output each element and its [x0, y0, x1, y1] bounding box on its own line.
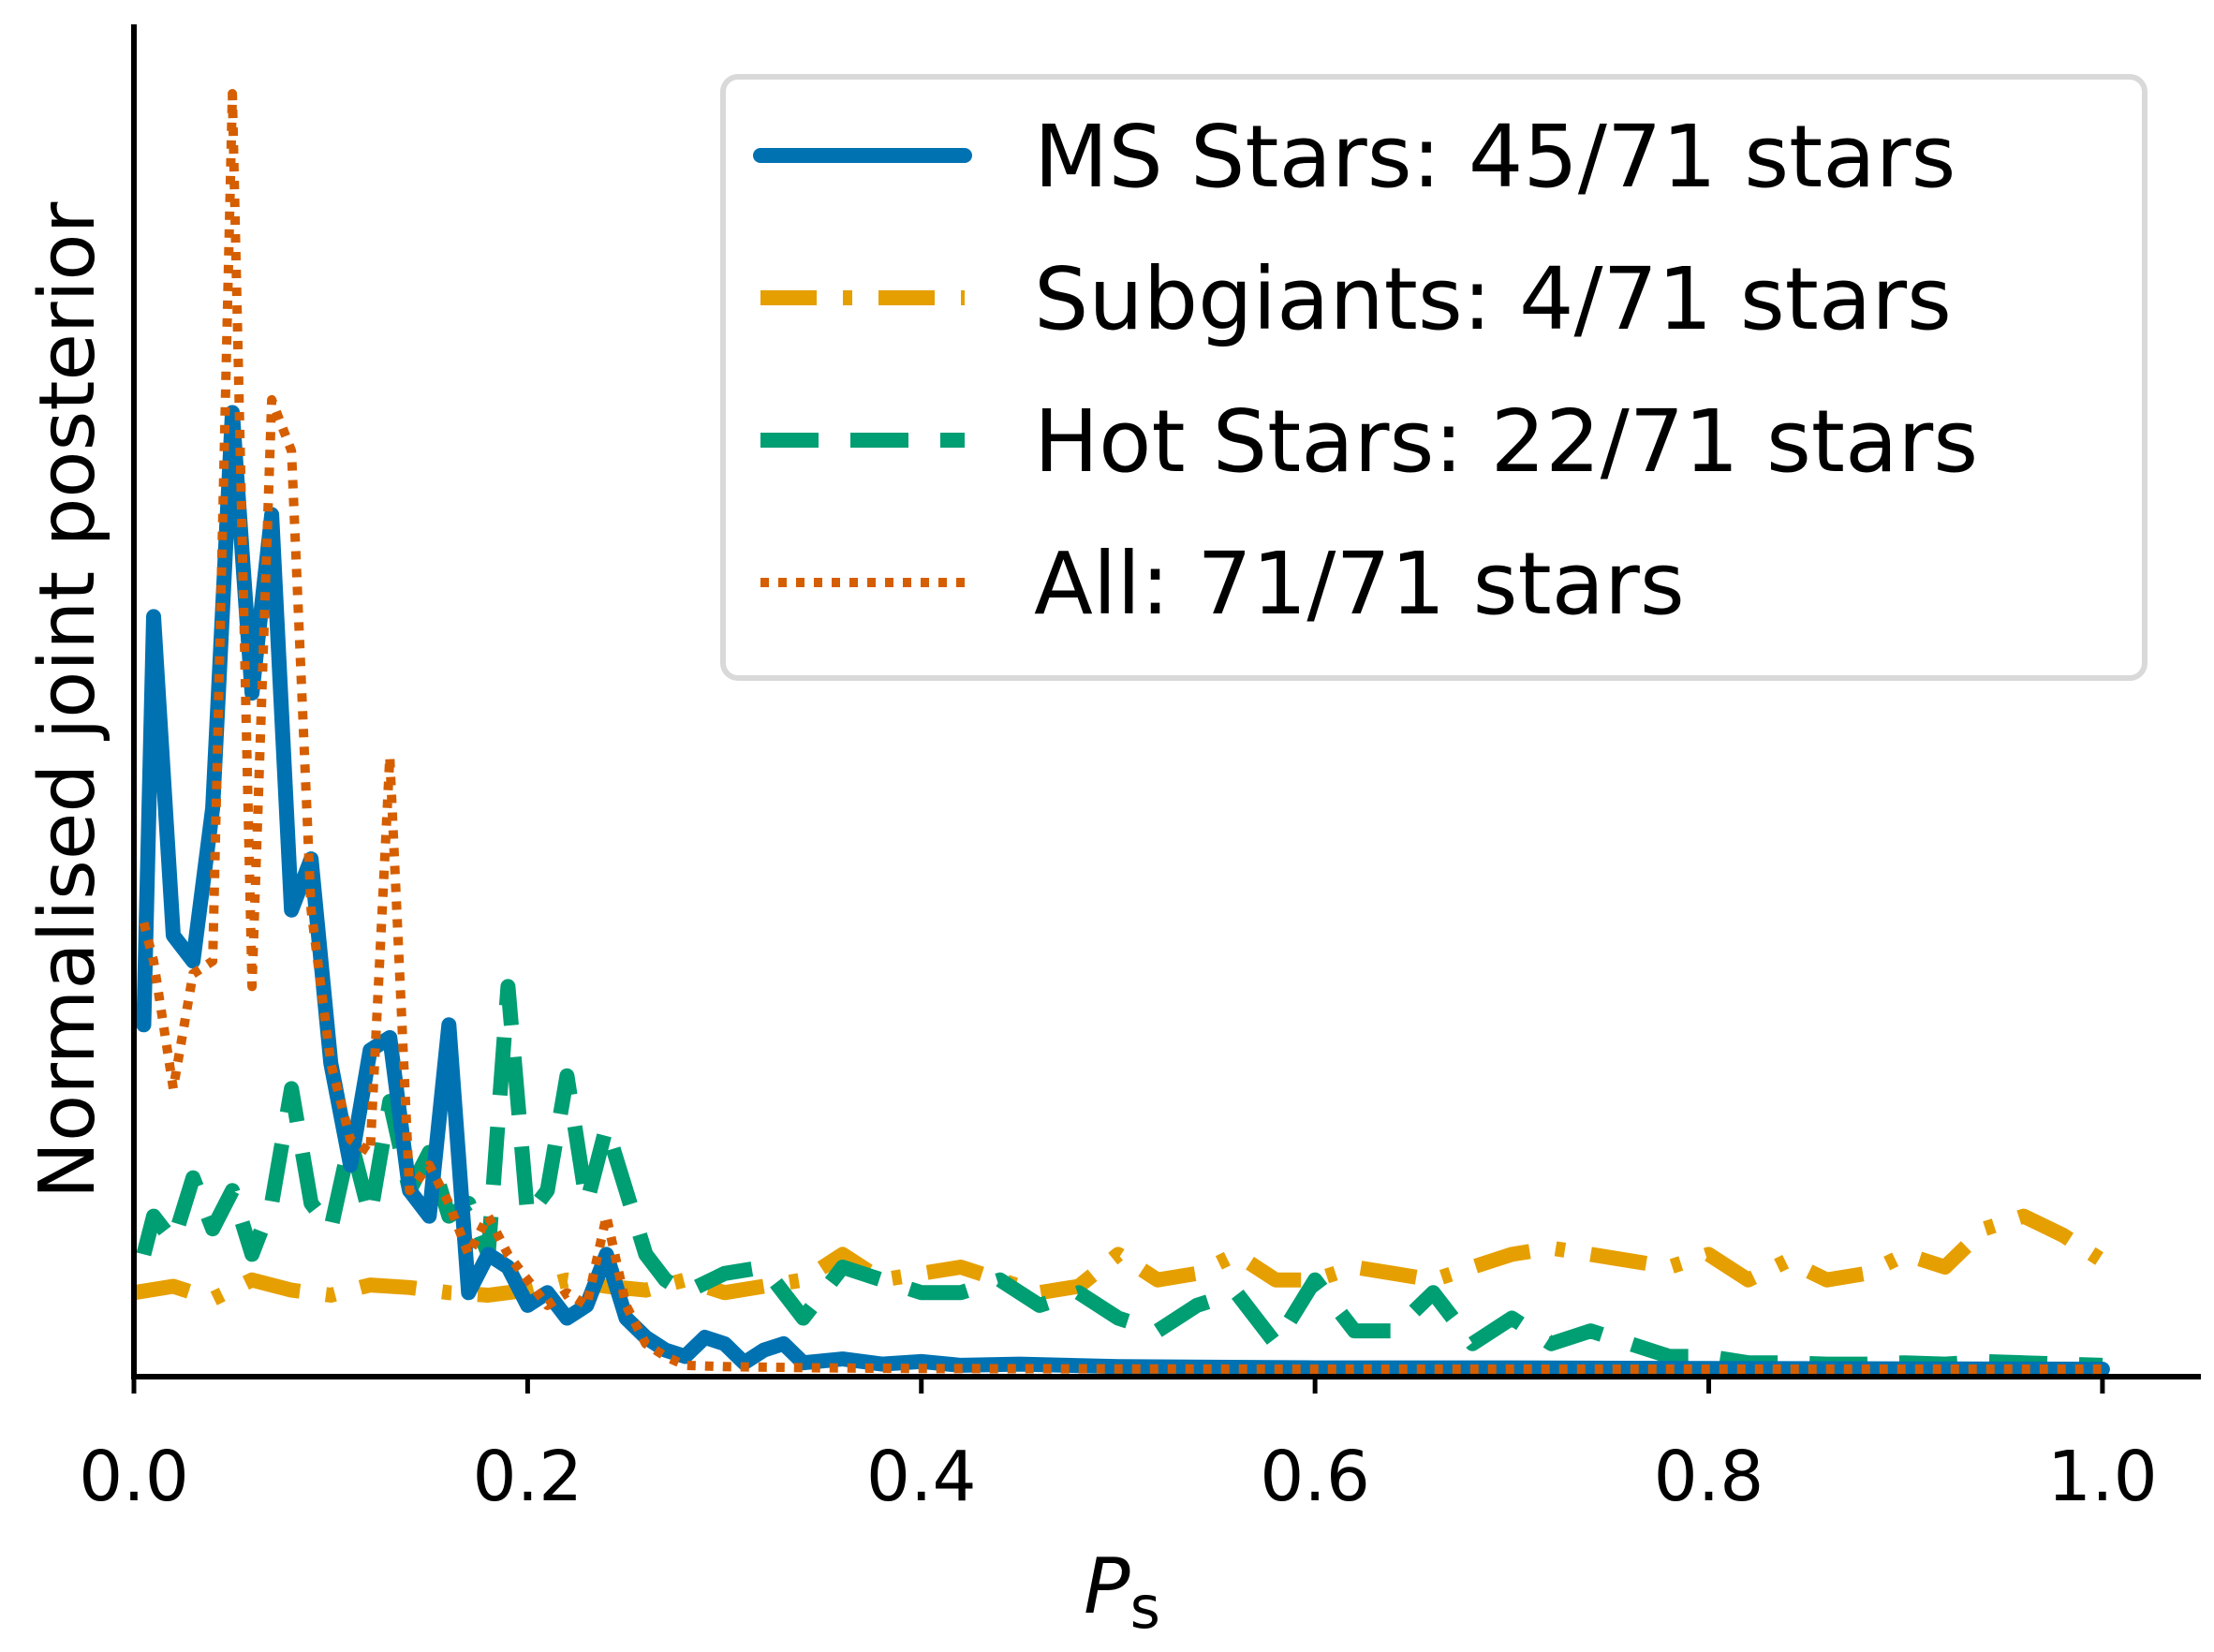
x-tick-label: 0.2 [473, 1437, 583, 1517]
x-tick-label: 0.0 [79, 1437, 189, 1517]
x-ticks: 0.0 0.2 0.4 0.6 0.8 1.0 [79, 1377, 2158, 1517]
legend-label: All: 71/71 stars [1034, 534, 1685, 634]
legend-label: Subgiants: 4/71 stars [1034, 249, 1952, 349]
x-axis-label-main: P [1084, 1542, 1130, 1631]
x-axis-label-subscript: s [1130, 1573, 1160, 1642]
x-tick-label: 0.4 [866, 1437, 977, 1517]
legend: MS Stars: 45/71 stars Subgiants: 4/71 sta… [720, 74, 2148, 681]
x-axis-label: Ps [1084, 1542, 1160, 1642]
series-layer [132, 89, 2110, 1377]
legend-items: MS Stars: 45/71 stars Subgiants: 4/71 sta… [753, 107, 1978, 634]
legend-frame [720, 74, 2148, 681]
y-axis-label: Normalised joint posterior [23, 201, 112, 1199]
x-tick-label: 1.0 [2047, 1437, 2158, 1517]
x-tick-label: 0.8 [1654, 1437, 1764, 1517]
legend-label: Hot Stars: 22/71 stars [1034, 391, 1978, 492]
x-tick-label: 0.6 [1260, 1437, 1370, 1517]
series-line-solid [136, 405, 2110, 1377]
series-line-dashdot [132, 1208, 2107, 1307]
legend-label: MS Stars: 45/71 stars [1034, 107, 1956, 207]
series-line-dashed [136, 979, 2103, 1373]
